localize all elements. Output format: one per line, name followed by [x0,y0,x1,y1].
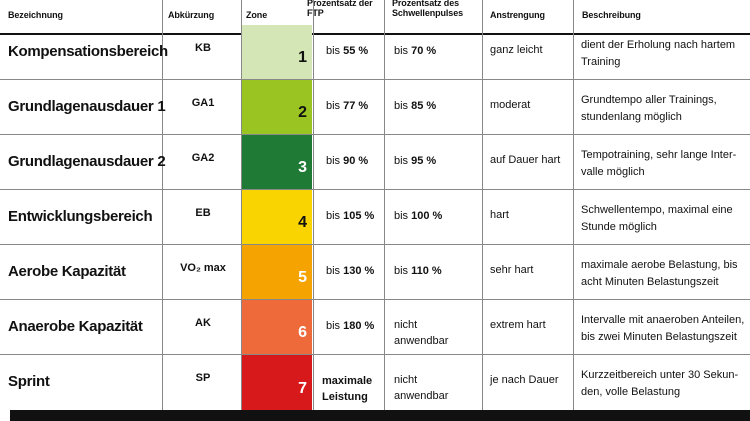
row-abbreviation: VO₂ max [180,262,226,274]
row-name: Grundlagenausdauer 2 [8,153,166,170]
ftp-value: bis 105 % [326,210,375,222]
schwellenpuls-value: nicht anwendbar [394,319,449,347]
anstrengung-value: sehr hart [490,264,534,276]
row-divider [0,134,750,135]
schwellenpuls-value: bis 95 % [394,155,437,167]
zone-number: 5 [298,269,307,286]
zone-swatch: 6 [242,300,312,354]
column-divider [241,0,242,410]
zone-number: 6 [298,324,307,341]
anstrengung-value: ganz leicht [490,44,543,56]
table-header: Bezeichnung Abkürzung Zone Prozentsatz d… [0,0,750,34]
column-divider [313,0,314,410]
column-divider [573,0,574,410]
row-name: Sprint [8,373,50,390]
schwellenpuls-value: bis 100 % [394,210,443,222]
schwellenpuls-value: nicht anwendbar [394,374,449,402]
row-description: Intervalle mit anaeroben Anteilen, bis zw… [581,314,745,343]
schwellenpuls-value: bis 70 % [394,45,437,57]
schwellenpuls-value: bis 85 % [394,100,437,112]
ftp-value: bis 180 % [326,320,375,332]
header-anstrengung: Anstrengung [490,10,545,20]
zone-swatch: 4 [242,190,312,244]
zone-number: 4 [298,214,307,231]
table-row-kompensationsbereich: Kompensationsbereich KB 1 bis 55 % bis 7… [0,25,750,79]
anstrengung-value: auf Dauer hart [490,154,561,166]
ftp-value: bis 130 % [326,265,375,277]
row-abbreviation: AK [195,317,211,329]
zone-number: 2 [298,104,307,121]
row-description: dient der Erholung nach hartem Training [581,39,736,68]
row-divider [0,299,750,300]
table-row-aerobe-kapazitaet: Aerobe Kapazität VO₂ max 5 bis 130 % bis… [0,245,750,299]
row-abbreviation: GA1 [191,97,215,109]
row-description: Kurzzeitbereich unter 30 Sekun-den, voll… [581,369,739,398]
table-row-grundlagenausdauer-1: Grundlagenausdauer 1 GA1 2 bis 77 % bis … [0,80,750,134]
table-row-anaerobe-kapazitaet: Anaerobe Kapazität AK 6 bis 180 % nicht a… [0,300,750,354]
row-divider [0,244,750,245]
column-divider [482,0,483,410]
ftp-value: bis 90 % [326,155,369,167]
table-footer-bar [10,410,750,421]
row-name: Entwicklungsbereich [8,208,153,225]
column-divider [162,0,163,410]
anstrengung-value: extrem hart [490,319,546,331]
anstrengung-value: je nach Dauer [490,374,559,386]
zone-swatch: 1 [242,25,312,79]
row-divider [0,354,750,355]
header-beschreibung: Beschreibung [582,10,641,20]
schwellenpuls-value: bis 110 % [394,265,442,277]
zone-swatch: 3 [242,135,312,189]
anstrengung-value: moderat [490,99,531,111]
row-name: Kompensationsbereich [8,43,168,60]
row-name: Grundlagenausdauer 1 [8,98,166,115]
row-description: Tempotraining, sehr lange Inter-valle mö… [581,149,737,178]
table-row-entwicklungsbereich: Entwicklungsbereich EB 4 bis 105 % bis 1… [0,190,750,244]
table-row-sprint: Sprint SP 7 maximale Leistung nicht anwend… [0,355,750,410]
zone-number: 3 [298,159,307,176]
row-abbreviation: KB [195,42,211,54]
row-name: Aerobe Kapazität [8,263,126,280]
table-row-grundlagenausdauer-2: Grundlagenausdauer 2 GA2 3 bis 90 % bis … [0,135,750,189]
header-bezeichnung: Bezeichnung [8,10,63,20]
header-ftp: Prozentsatz der FTP [307,0,373,18]
row-divider [0,79,750,80]
zone-swatch: 5 [242,245,312,299]
row-abbreviation: GA2 [191,152,215,164]
header-schwellenpuls: Prozentsatz des Schwellenpulses [392,0,464,18]
row-abbreviation: EB [195,207,211,219]
zone-number: 7 [298,380,307,397]
row-description: Schwellentempo, maximal eine Stunde mögli… [581,204,733,233]
row-abbreviation: SP [195,372,211,384]
zone-swatch: 2 [242,80,312,134]
ftp-value: bis 77 % [326,100,369,112]
anstrengung-value: hart [490,209,509,221]
row-divider [0,189,750,190]
header-rule [0,33,750,35]
zone-swatch: 7 [242,355,312,410]
row-description: Grundtempo aller Trainings, stundenlang m… [581,94,717,123]
row-name: Anaerobe Kapazität [8,318,143,335]
column-divider [384,0,385,410]
ftp-value: maximale Leistung [322,375,373,403]
header-zone: Zone [246,10,268,20]
zone-number: 1 [298,49,307,66]
header-abkuerzung: Abkürzung [168,10,215,20]
ftp-value: bis 55 % [326,45,369,57]
row-description: maximale aerobe Belastung, bis acht Minut… [581,259,738,288]
